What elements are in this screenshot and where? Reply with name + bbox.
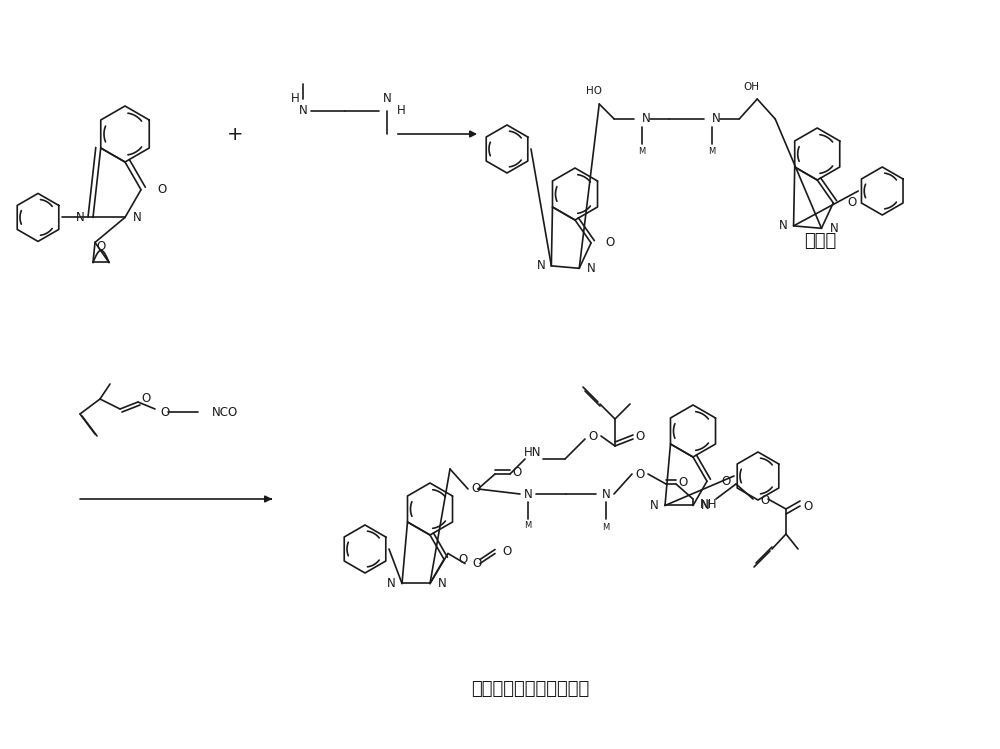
Text: O: O: [157, 184, 166, 196]
Text: 二氮杂萸酮丙烯酸酯单体: 二氮杂萸酮丙烯酸酯单体: [471, 680, 589, 698]
Text: 中间体: 中间体: [804, 232, 836, 250]
Text: O: O: [458, 553, 467, 565]
Text: N: N: [537, 259, 545, 273]
Text: O: O: [635, 467, 645, 481]
Text: O: O: [588, 429, 598, 443]
Text: O: O: [512, 465, 522, 479]
Text: HN: HN: [524, 446, 542, 458]
Text: M: M: [639, 147, 646, 156]
Text: N: N: [602, 488, 610, 500]
Text: O: O: [141, 392, 151, 404]
Text: O: O: [471, 482, 481, 496]
Text: N: N: [712, 112, 721, 126]
Text: M: M: [709, 148, 716, 157]
Text: O: O: [96, 240, 106, 253]
Text: N: N: [438, 577, 447, 590]
Text: O: O: [502, 545, 511, 558]
Text: +: +: [227, 124, 243, 144]
Text: N: N: [133, 211, 142, 224]
Text: N: N: [587, 262, 596, 275]
Text: N: N: [383, 92, 391, 106]
Text: N: N: [76, 211, 85, 224]
Text: HO: HO: [586, 86, 602, 96]
Text: O: O: [160, 405, 169, 419]
Text: N: N: [829, 222, 838, 235]
Text: O: O: [472, 557, 481, 570]
Text: N: N: [650, 499, 659, 512]
Text: O: O: [847, 196, 857, 210]
Text: O: O: [803, 500, 813, 514]
Text: O: O: [605, 237, 614, 249]
Text: H: H: [291, 92, 299, 106]
Text: OH: OH: [743, 82, 759, 92]
Text: O: O: [721, 475, 730, 488]
Text: M: M: [524, 521, 532, 530]
Text: NH: NH: [700, 497, 718, 511]
Text: N: N: [299, 105, 307, 118]
Text: N: N: [387, 577, 396, 590]
Text: NCO: NCO: [212, 405, 238, 419]
Text: N: N: [701, 499, 710, 512]
Text: M: M: [602, 523, 610, 532]
Text: N: N: [779, 219, 788, 232]
Text: N: N: [524, 488, 532, 500]
Text: O: O: [760, 494, 769, 508]
Text: O: O: [635, 431, 645, 443]
Text: N: N: [642, 112, 651, 126]
Text: O: O: [678, 476, 688, 488]
Text: H: H: [397, 105, 406, 118]
